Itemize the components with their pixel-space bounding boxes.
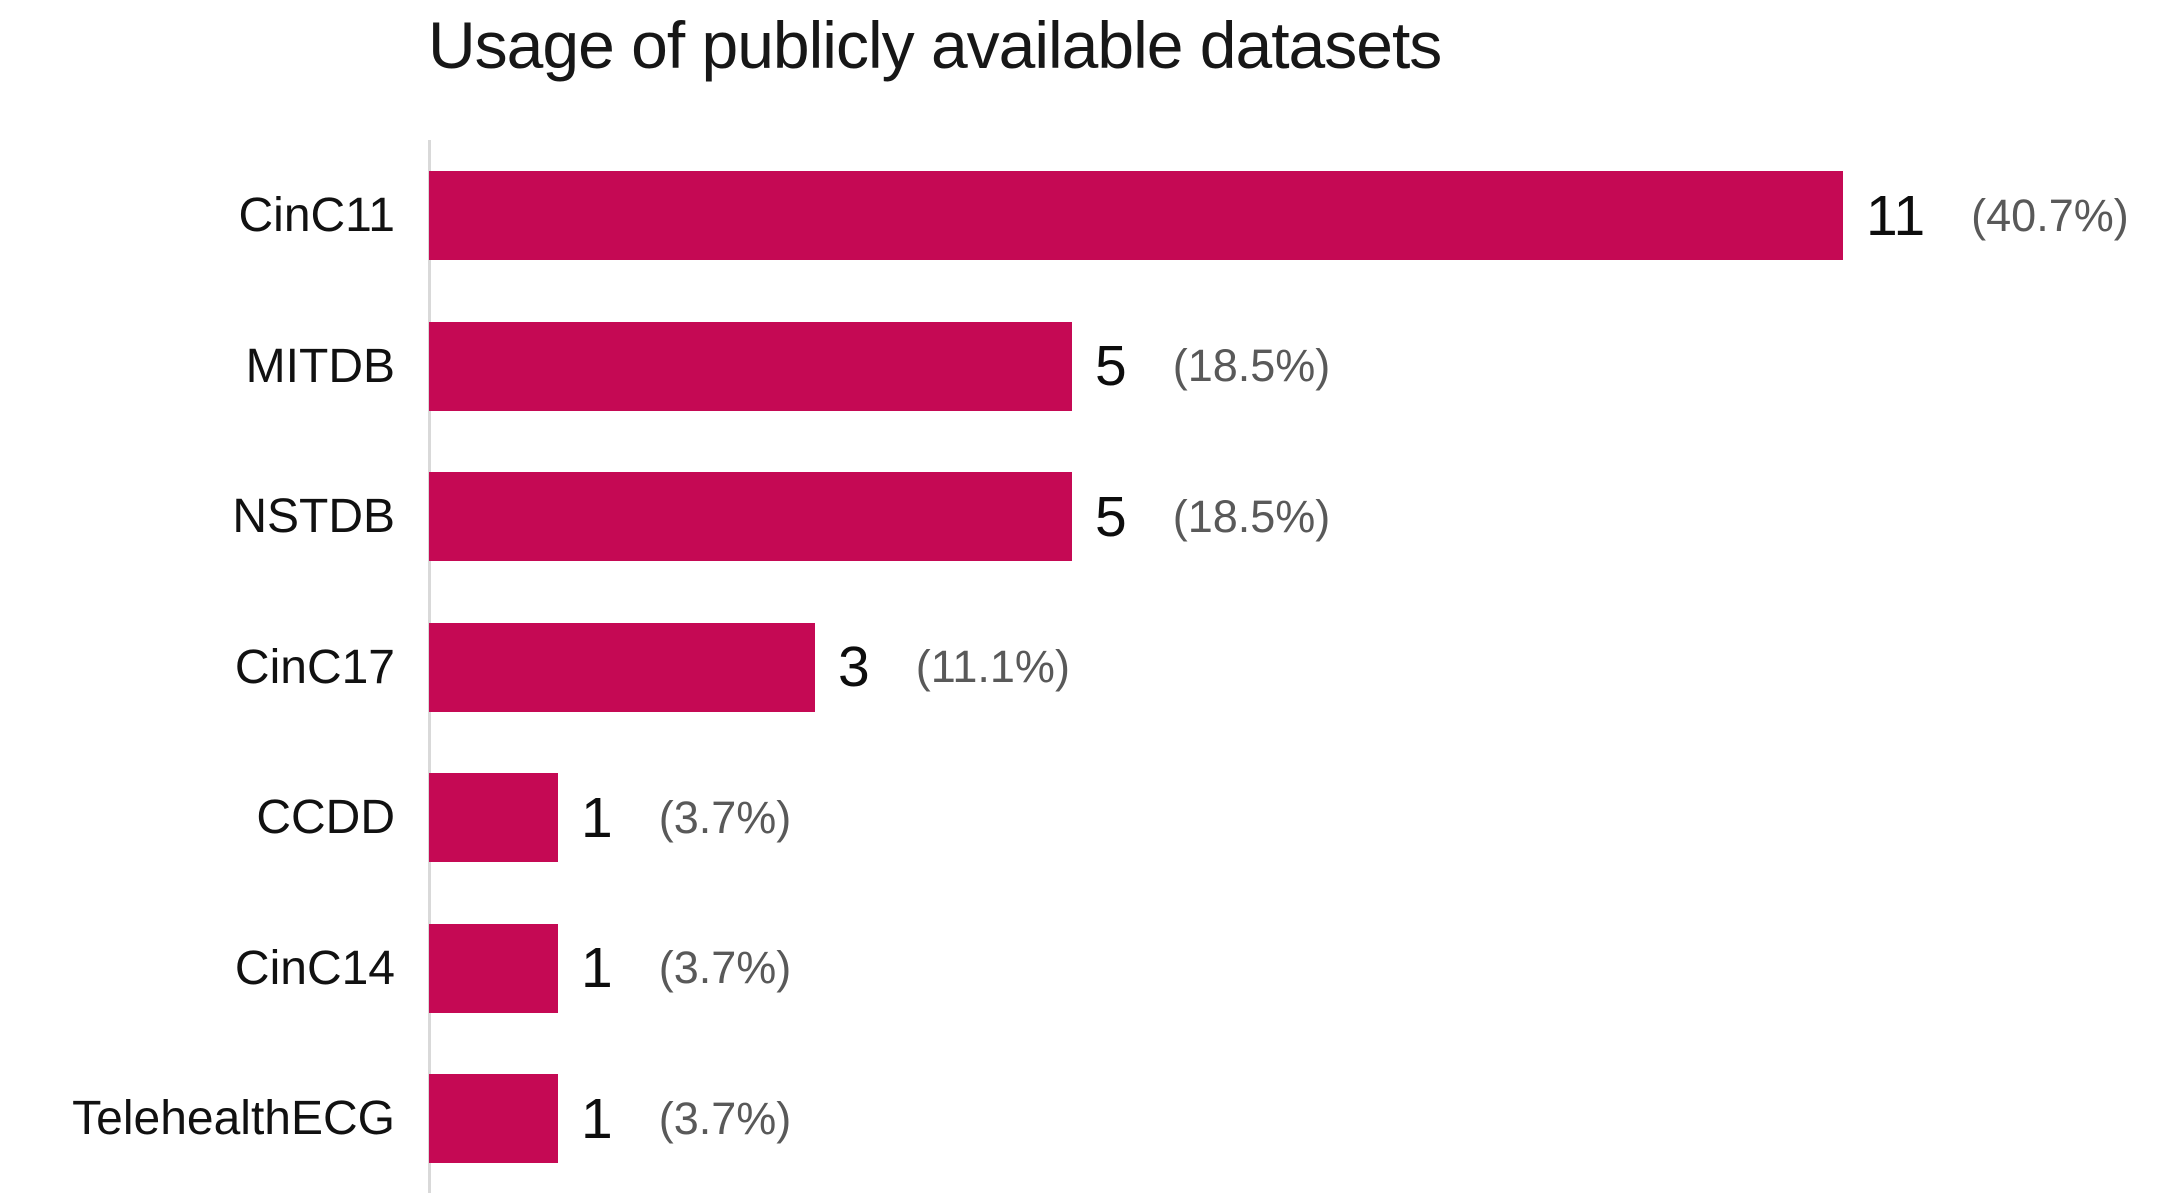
bar — [429, 622, 815, 712]
bar — [429, 773, 558, 862]
bar-row: MITDB 5 (18.5%) — [0, 321, 2157, 411]
bar — [429, 923, 558, 1013]
bar — [429, 321, 1072, 411]
bar-row: NSTDB 5 (18.5%) — [0, 472, 2157, 561]
value-label: 1 — [581, 785, 613, 850]
bar — [429, 1074, 558, 1163]
bar-row: TelehealthECG 1 (3.7%) — [0, 1074, 2157, 1163]
category-label: CinC14 — [234, 941, 395, 995]
bar-rows: CinC11 11 (40.7%) MITDB 5 (18.5%) NSTDB … — [0, 140, 2157, 1163]
percent-label: (18.5%) — [1172, 490, 1331, 542]
category-label: NSTDB — [232, 490, 395, 543]
bar — [429, 171, 1843, 260]
category-label: CinC17 — [234, 640, 395, 694]
percent-label: (40.7%) — [1971, 189, 2129, 241]
bar-row: CinC17 3 (11.1%) — [0, 622, 2157, 712]
percent-label: (3.7%) — [658, 791, 792, 843]
bar-row: CinC11 11 (40.7%) — [0, 171, 2157, 260]
value-label: 3 — [838, 635, 870, 699]
category-label: CCDD — [256, 791, 395, 844]
value-label: 11 — [1866, 183, 1926, 248]
chart-title: Usage of publicly available datasets — [428, 8, 1442, 82]
value-label: 1 — [581, 936, 613, 1000]
bar — [429, 472, 1072, 561]
value-label: 5 — [1095, 484, 1127, 549]
percent-label: (3.7%) — [658, 1092, 792, 1144]
percent-label: (11.1%) — [915, 641, 1070, 692]
category-label: CinC11 — [238, 189, 395, 242]
percent-label: (18.5%) — [1172, 340, 1331, 391]
value-label: 5 — [1095, 334, 1127, 398]
bar-row: CCDD 1 (3.7%) — [0, 773, 2157, 862]
value-label: 1 — [581, 1086, 613, 1151]
bar-row: CinC14 1 (3.7%) — [0, 923, 2157, 1013]
percent-label: (3.7%) — [658, 942, 792, 993]
category-label: TelehealthECG — [72, 1092, 395, 1145]
category-label: MITDB — [245, 339, 395, 393]
